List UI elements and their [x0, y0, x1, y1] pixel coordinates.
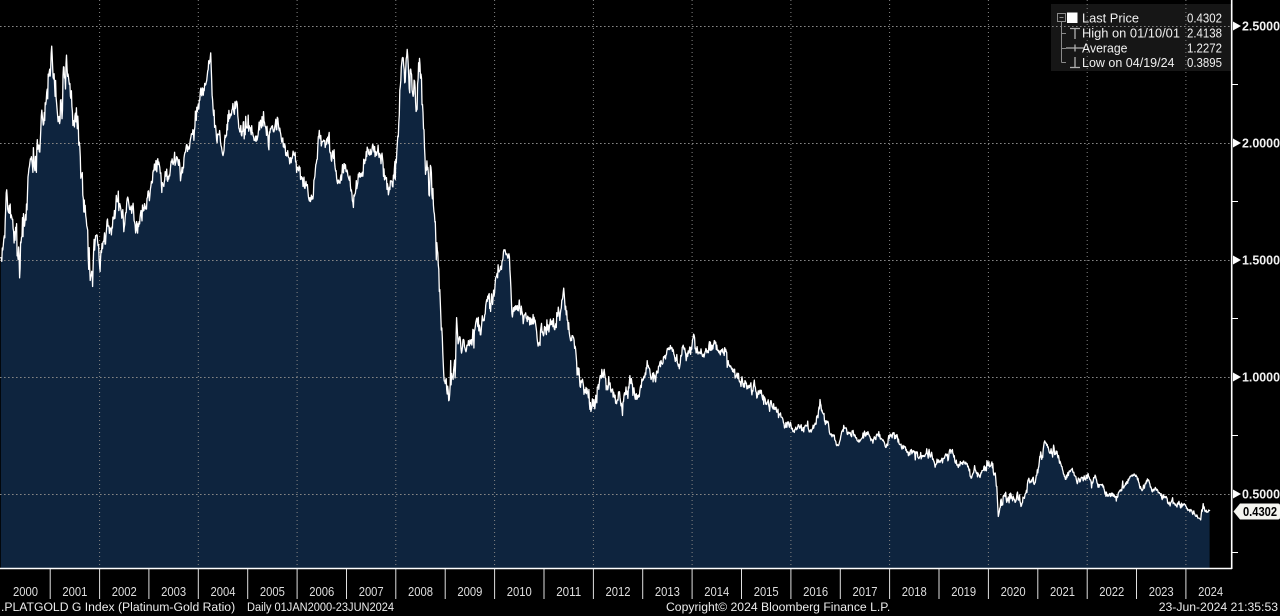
- svg-text:Low on 04/19/24: Low on 04/19/24: [1082, 55, 1175, 70]
- svg-text:1.2272: 1.2272: [1187, 41, 1222, 56]
- svg-text:2012: 2012: [606, 585, 631, 599]
- svg-text:2021: 2021: [1050, 585, 1075, 599]
- svg-text:2024: 2024: [1198, 585, 1223, 599]
- svg-text:2010: 2010: [507, 585, 532, 599]
- svg-text:2018: 2018: [902, 585, 927, 599]
- svg-text:Average: Average: [1082, 41, 1128, 56]
- svg-text:2009: 2009: [457, 585, 482, 599]
- svg-text:2019: 2019: [951, 585, 976, 599]
- svg-text:2.4138: 2.4138: [1187, 26, 1222, 41]
- svg-text:1.5000: 1.5000: [1242, 254, 1280, 268]
- svg-text:2.5000: 2.5000: [1242, 20, 1280, 34]
- svg-text:0.3895: 0.3895: [1187, 55, 1222, 70]
- svg-text:2016: 2016: [803, 585, 828, 599]
- svg-text:1.0000: 1.0000: [1242, 371, 1280, 385]
- svg-text:2006: 2006: [309, 585, 334, 599]
- svg-text:2008: 2008: [408, 585, 433, 599]
- svg-text:2022: 2022: [1099, 585, 1124, 599]
- svg-text:2015: 2015: [754, 585, 779, 599]
- svg-text:.PLATGOLD G Index (Platinum-Go: .PLATGOLD G Index (Platinum-Gold Ratio): [1, 600, 235, 614]
- svg-text:0.5000: 0.5000: [1242, 488, 1280, 502]
- svg-text:2020: 2020: [1001, 585, 1026, 599]
- svg-text:2.0000: 2.0000: [1242, 137, 1280, 151]
- svg-text:2005: 2005: [260, 585, 285, 599]
- svg-text:2017: 2017: [853, 585, 878, 599]
- svg-text:2014: 2014: [704, 585, 729, 599]
- svg-text:2000: 2000: [13, 585, 38, 599]
- svg-text:High on 01/10/01: High on 01/10/01: [1082, 26, 1180, 41]
- svg-text:Daily 01JAN2000-23JUN2024: Daily 01JAN2000-23JUN2024: [247, 600, 394, 614]
- svg-text:Last Price: Last Price: [1082, 11, 1139, 26]
- svg-text:2004: 2004: [211, 585, 236, 599]
- svg-text:0.4302: 0.4302: [1243, 505, 1277, 519]
- svg-text:2023: 2023: [1149, 585, 1174, 599]
- svg-text:2013: 2013: [655, 585, 680, 599]
- svg-text:Copyright© 2024 Bloomberg Fina: Copyright© 2024 Bloomberg Finance L.P.: [666, 600, 890, 614]
- svg-text:23-Jun-2024 21:35:53: 23-Jun-2024 21:35:53: [1159, 600, 1278, 614]
- svg-text:2011: 2011: [556, 585, 581, 599]
- svg-text:2002: 2002: [112, 585, 137, 599]
- svg-text:2001: 2001: [62, 585, 87, 599]
- svg-text:2003: 2003: [161, 585, 186, 599]
- svg-text:2007: 2007: [359, 585, 384, 599]
- svg-text:0.4302: 0.4302: [1187, 11, 1222, 26]
